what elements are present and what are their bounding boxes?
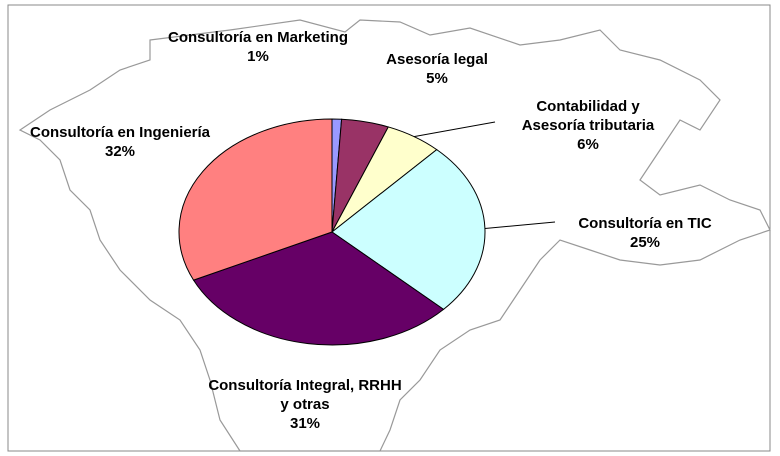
category-label: Consultoría Integral, RRHH y otras	[208, 377, 402, 413]
slice-label: Contabilidad y Asesoría tributaria 6%	[503, 97, 673, 154]
leader-line	[413, 121, 496, 138]
category-label: Consultoría en TIC	[578, 215, 712, 232]
slice-label: Asesoría legal 5%	[357, 50, 517, 88]
value-label: 6%	[577, 136, 599, 153]
category-label: Consultoría en Ingeniería	[29, 124, 211, 141]
category-label: Asesoría legal	[386, 51, 488, 68]
slice-label: Consultoría en Ingeniería 32%	[25, 123, 215, 161]
slice-label: Consultoría Integral, RRHH y otras 31%	[205, 376, 405, 433]
category-label: Contabilidad y Asesoría tributaria	[521, 98, 655, 134]
value-label: 1%	[247, 48, 269, 65]
pie-slice	[331, 149, 486, 310]
value-label: 25%	[629, 234, 661, 251]
slice-label: Consultoría en TIC 25%	[540, 214, 750, 252]
leader-line	[484, 221, 556, 229]
pie-slice	[192, 231, 445, 346]
category-label: Consultoría en Marketing	[167, 29, 349, 46]
value-label: 32%	[104, 143, 136, 160]
slice-label: Consultoría en Marketing 1%	[163, 28, 353, 66]
value-label: 5%	[426, 70, 448, 87]
value-label: 31%	[289, 415, 321, 432]
pie-slice	[178, 118, 333, 281]
